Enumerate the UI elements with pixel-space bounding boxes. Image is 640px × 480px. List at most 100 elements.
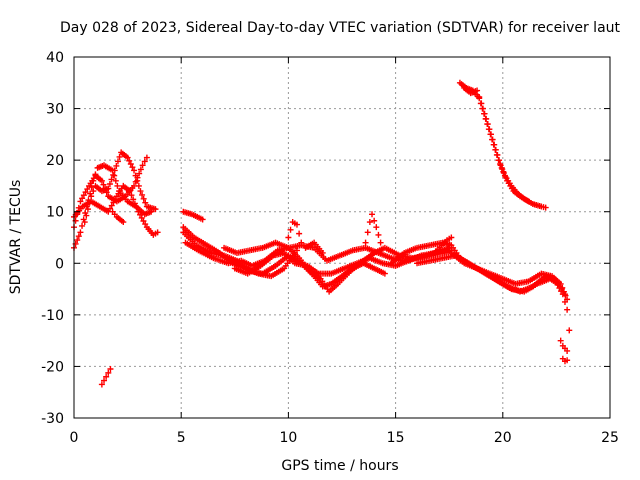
data-point-marker <box>296 230 303 237</box>
data-point-marker <box>142 221 149 228</box>
data-point-marker <box>497 162 504 169</box>
data-point-marker <box>100 181 107 188</box>
y-axis-ticks: -30 -20 -10 0 10 20 30 40 <box>41 50 610 427</box>
data-point-marker <box>564 357 571 364</box>
data-point-marker <box>110 199 117 206</box>
data-point-marker <box>141 158 148 165</box>
data-point-marker <box>137 166 144 173</box>
data-point-marker <box>98 381 105 388</box>
data-point-marker <box>81 219 88 226</box>
data-point-marker <box>152 206 159 213</box>
data-point-marker <box>126 188 133 195</box>
y-tick-label: -30 <box>41 411 64 427</box>
grid-lines <box>74 57 610 418</box>
data-point-marker <box>137 211 144 218</box>
data-point-marker <box>140 217 147 224</box>
data-point-marker <box>131 200 138 207</box>
y-tick-label: 40 <box>46 50 64 66</box>
data-point-marker <box>110 171 117 178</box>
data-point-marker <box>131 167 138 174</box>
data-point-marker <box>108 176 115 183</box>
data-point-marker <box>557 337 564 344</box>
data-point-marker <box>142 199 149 206</box>
data-point-marker <box>499 166 506 173</box>
data-point-marker <box>148 208 155 215</box>
data-point-marker <box>79 222 86 229</box>
data-point-marker <box>120 219 127 226</box>
x-tick-label: 10 <box>279 430 297 446</box>
data-point-marker <box>106 180 113 187</box>
data-point-marker <box>83 212 90 219</box>
y-tick-label: -20 <box>41 359 64 375</box>
data-point-marker <box>129 164 136 171</box>
data-point-marker <box>132 172 139 179</box>
data-point-marker <box>492 146 499 153</box>
data-point-marker <box>77 229 84 236</box>
plot-frame <box>73 56 611 419</box>
y-tick-label: -10 <box>41 308 64 324</box>
data-point-marker <box>108 202 115 209</box>
x-tick-label: 0 <box>70 430 79 446</box>
data-point-marker <box>105 185 112 192</box>
y-axis-label: SDTVAR / TECUs <box>8 180 24 295</box>
data-point-marker <box>489 136 496 143</box>
data-point-marker <box>542 204 549 211</box>
y-tick-label: 10 <box>46 205 64 221</box>
data-point-marker <box>79 195 86 202</box>
data-point-marker <box>381 270 388 277</box>
data-point-marker <box>481 110 488 117</box>
data-point-marker <box>562 292 569 299</box>
data-point-marker <box>74 237 81 244</box>
y-tick-label: 0 <box>55 256 64 272</box>
data-point-marker <box>375 231 382 238</box>
data-point-marker <box>135 208 142 215</box>
data-point-marker <box>80 192 87 199</box>
data-point-marker <box>298 239 305 246</box>
data-point-marker <box>111 167 118 174</box>
data-point-marker <box>139 162 146 169</box>
data-point-marker <box>478 100 485 107</box>
data-point-marker <box>293 221 300 228</box>
data-point-marker <box>143 154 150 161</box>
chart-title: Day 028 of 2023, Sidereal Day-to-day VTE… <box>60 20 621 36</box>
data-point-marker <box>364 229 371 236</box>
data-point-marker <box>127 161 134 168</box>
data-point-marker <box>448 234 455 241</box>
data-point-marker <box>560 288 567 295</box>
data-point-marker <box>566 327 573 334</box>
data-point-marker <box>90 188 97 195</box>
data-point-marker <box>154 229 161 236</box>
data-point-marker <box>362 239 369 246</box>
data-point-marker <box>479 105 486 112</box>
data-point-marker <box>484 121 491 128</box>
data-point-marker <box>199 216 206 223</box>
data-point-marker <box>285 234 292 241</box>
data-point-marker <box>98 177 105 184</box>
data-point-marker <box>75 233 82 240</box>
data-point-marker <box>319 249 326 256</box>
data-point-marker <box>114 182 121 189</box>
x-tick-label: 25 <box>601 430 619 446</box>
data-point-marker <box>88 193 95 200</box>
data-point-marker <box>369 211 376 218</box>
data-point-marker <box>113 162 120 169</box>
data-point-marker <box>77 198 84 205</box>
data-point-marker <box>483 115 490 122</box>
data-point-marker <box>564 306 571 313</box>
x-tick-label: 5 <box>177 430 186 446</box>
data-point-marker <box>130 196 137 203</box>
data-point-marker <box>496 157 503 164</box>
x-axis-label: GPS time / hours <box>281 458 398 474</box>
data-point-marker <box>373 224 380 231</box>
data-point-marker <box>136 170 143 177</box>
data-point-marker <box>107 366 114 373</box>
data-point-marker <box>133 204 140 211</box>
data-point-marker <box>525 198 532 205</box>
data-points <box>71 79 573 388</box>
data-point-marker <box>114 158 121 165</box>
data-point-marker <box>112 196 119 203</box>
x-tick-label: 15 <box>387 430 405 446</box>
data-point-marker <box>124 154 131 161</box>
data-point-marker <box>112 177 119 184</box>
